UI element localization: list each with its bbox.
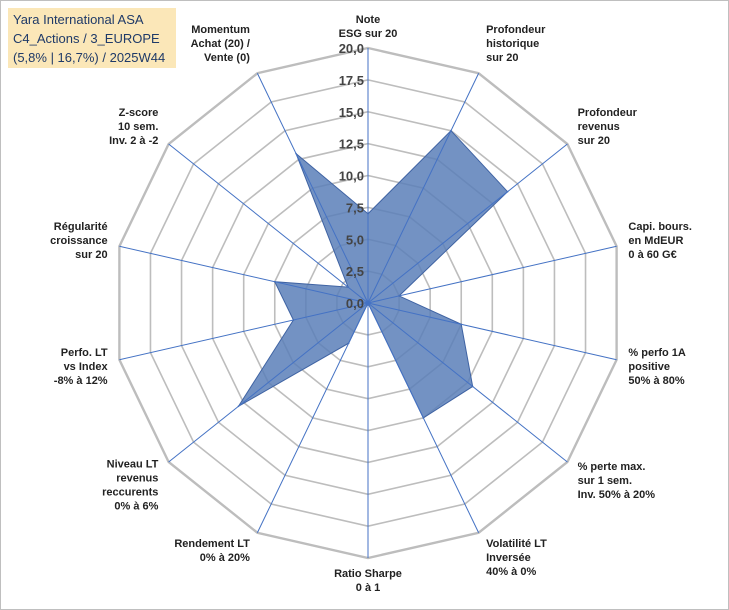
category-label: sur 20 [578,135,610,147]
category-label: revenus [578,121,620,133]
category-label: Volatilité LT [486,538,547,550]
category-label: 0 à 1 [356,582,380,594]
category-label: 50% à 80% [628,375,684,387]
radial-axis [168,143,369,304]
radar-axes [119,48,617,558]
category-label: Régularité [54,221,108,233]
chart-title-company: Yara International ASA [13,12,144,27]
radial-axis [367,245,617,304]
category-label: Perfo. LT [61,347,108,359]
radial-axis [119,245,369,304]
category-label: Ratio Sharpe [334,568,402,580]
category-label: historique [486,38,539,50]
category-label: Inv. 2 à -2 [109,135,158,147]
tick-label: 0,0 [346,296,364,311]
tick-label: 20,0 [339,41,364,56]
radial-axis [367,143,568,304]
category-label: % perte max. [578,461,646,473]
category-label: 0% à 20% [200,552,250,564]
category-label: 10 sem. [118,121,158,133]
radar-category-labels: Note ESG sur 20 Profondeur historique sur 20… [50,14,692,594]
category-label: % perfo 1A [628,347,686,359]
tick-label: 17,5 [339,73,364,88]
category-label: Rendement LT [174,538,250,550]
radial-axis [367,73,480,304]
radial-axis [367,302,480,533]
category-label: revenus [116,472,158,484]
radial-axis [119,302,369,361]
tick-label: 15,0 [339,105,364,120]
tick-label: 2,5 [346,264,364,279]
tick-label: 7,5 [346,200,364,215]
category-label: Inversée [486,552,531,564]
category-label: Vente (0) [204,52,250,64]
category-label: reccurents [102,486,158,498]
chart-title-box: Yara International ASA C4_Actions / 3_EU… [8,8,176,68]
category-label: croissance [50,235,107,247]
radial-axis [367,302,568,463]
radial-axis [168,302,369,463]
category-label: Note [356,14,380,26]
category-label: positive [628,361,670,373]
category-label: sur 20 [486,52,518,64]
tick-label: 12,5 [339,137,364,152]
category-label: vs Index [64,361,109,373]
tick-label: 10,0 [339,169,364,184]
category-label: Profondeur [578,107,638,119]
radial-axis [367,302,617,361]
radial-axis [256,302,369,533]
category-label: en MdEUR [628,235,683,247]
chart-title-category: C4_Actions / 3_EUROPE [13,31,160,46]
category-label: 0 à 60 G€ [628,249,676,261]
category-label: sur 1 sem. [578,475,632,487]
category-label: 0% à 6% [114,500,158,512]
category-label: Momentum [191,24,250,36]
tick-label: 5,0 [346,232,364,247]
radar-tick-labels: 0,0 2,5 5,0 7,5 10,0 12,5 15,0 17,5 20,0 [339,41,364,311]
chart-title-period: (5,8% | 16,7%) / 2025W44 [13,50,166,65]
radial-axis [256,73,369,304]
category-label: Capi. bours. [628,221,692,233]
category-label: Profondeur [486,24,546,36]
category-label: sur 20 [75,249,107,261]
category-label: ESG sur 20 [339,28,398,40]
category-label: Inv. 50% à 20% [578,489,656,501]
category-label: 40% à 0% [486,566,536,578]
category-label: Niveau LT [107,458,159,470]
category-label: Achat (20) / [191,38,250,50]
category-label: Z-score [119,107,159,119]
category-label: -8% à 12% [54,375,108,387]
